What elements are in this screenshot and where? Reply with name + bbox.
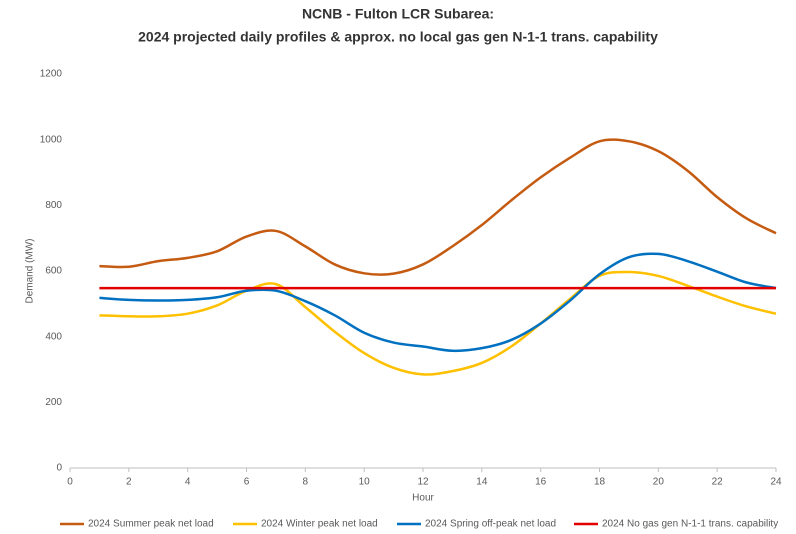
y-tick-label: 1200 [40,69,63,80]
y-tick-label: 800 [45,200,62,211]
chart-title: NCNB - Fulton LCR Subarea: [302,6,494,22]
x-tick-label: 4 [185,477,191,488]
y-tick-label: 400 [45,331,62,342]
x-tick-label: 0 [67,477,73,488]
x-tick-label: 18 [594,477,606,488]
series-line [99,252,777,353]
chart-subtitle: 2024 projected daily profiles & approx. … [138,29,658,45]
x-axis-label: Hour [412,493,434,504]
x-tick-label: 16 [535,477,547,488]
x-tick-label: 22 [712,477,724,488]
x-tick-label: 12 [417,477,429,488]
y-tick-label: 600 [45,266,62,277]
x-tick-label: 20 [653,477,665,488]
x-tick-label: 2 [126,477,132,488]
x-tick-label: 24 [770,477,782,488]
legend-label: 2024 Winter peak net load [261,519,378,530]
legend-label: 2024 Spring off-peak net load [425,519,556,530]
y-tick-label: 0 [56,463,62,474]
x-tick-label: 10 [359,477,371,488]
y-axis-label: Demand (MW) [25,238,36,303]
x-tick-label: 8 [303,477,309,488]
series-line [99,138,777,276]
x-tick-label: 6 [244,477,250,488]
legend-label: 2024 Summer peak net load [88,519,214,530]
legend-label: 2024 No gas gen N-1-1 trans. capability [602,519,778,530]
y-tick-label: 1000 [40,134,63,145]
x-tick-label: 14 [476,477,488,488]
y-tick-label: 200 [45,397,62,408]
series-line [99,270,777,376]
